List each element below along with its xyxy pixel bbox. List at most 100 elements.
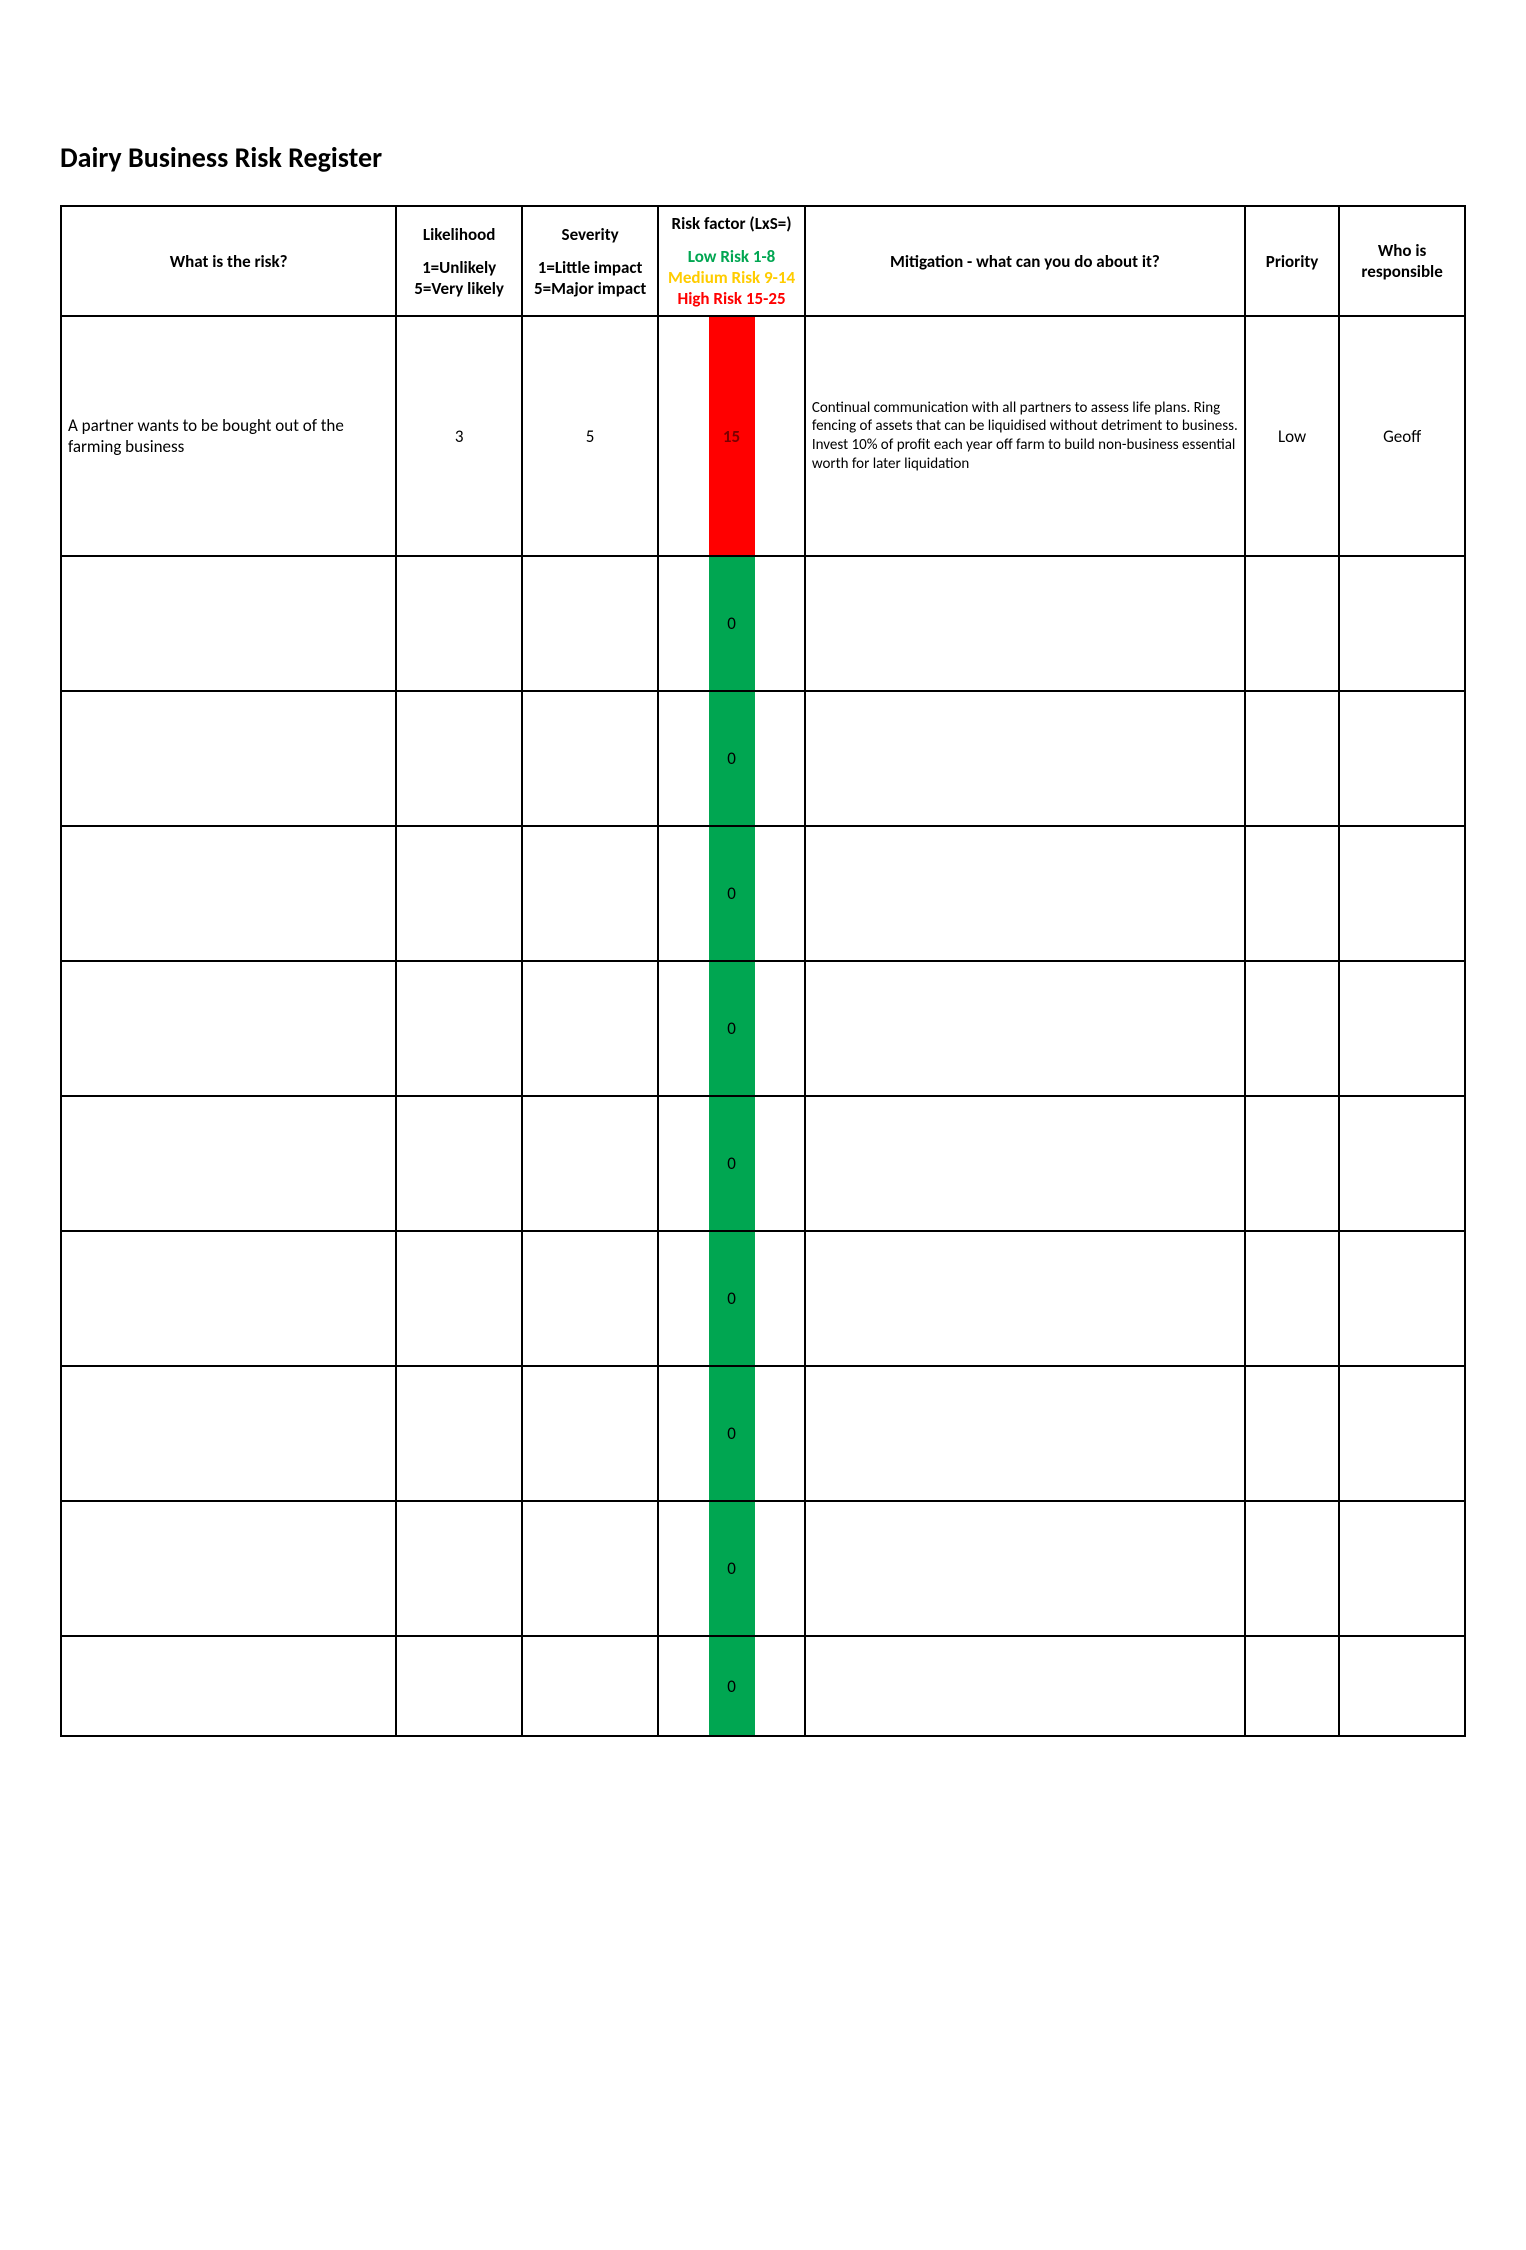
cell-risk: A partner wants to be bought out of the …	[61, 316, 396, 556]
table-row: 0	[61, 556, 1465, 691]
table-row: A partner wants to be bought out of the …	[61, 316, 1465, 556]
mitigation-text: Continual communication with all partner…	[812, 399, 1238, 474]
risk-factor-pill: 0	[709, 1502, 755, 1635]
risk-factor-pill: 0	[709, 1097, 755, 1230]
cell-mitigation	[805, 556, 1245, 691]
cell-who	[1339, 1231, 1465, 1366]
cell-likelihood	[396, 1366, 522, 1501]
table-row: 0	[61, 1231, 1465, 1366]
cell-factor: 0	[658, 1231, 805, 1366]
col-header-factor-high: High Risk 15-25	[665, 288, 798, 309]
table-row: 0	[61, 1501, 1465, 1636]
cell-mitigation	[805, 691, 1245, 826]
col-header-likelihood-sub2: 5=Very likely	[403, 278, 515, 299]
cell-risk	[61, 1366, 396, 1501]
cell-risk	[61, 1501, 396, 1636]
cell-priority	[1245, 691, 1339, 826]
col-header-severity: Severity 1=Little impact 5=Major impact	[522, 206, 658, 316]
risk-factor-pill: 0	[709, 1367, 755, 1500]
cell-factor: 0	[658, 961, 805, 1096]
cell-priority	[1245, 961, 1339, 1096]
risk-factor-pill: 0	[709, 962, 755, 1095]
cell-who: Geoff	[1339, 316, 1465, 556]
cell-who	[1339, 1501, 1465, 1636]
table-row: 0	[61, 826, 1465, 961]
cell-likelihood	[396, 691, 522, 826]
cell-risk	[61, 826, 396, 961]
table-row: 0	[61, 691, 1465, 826]
cell-risk	[61, 556, 396, 691]
cell-mitigation	[805, 826, 1245, 961]
cell-severity	[522, 1366, 658, 1501]
cell-factor: 0	[658, 826, 805, 961]
col-header-risk: What is the risk?	[61, 206, 396, 316]
cell-risk	[61, 691, 396, 826]
cell-likelihood	[396, 1501, 522, 1636]
cell-factor: 0	[658, 1096, 805, 1231]
cell-priority	[1245, 826, 1339, 961]
cell-mitigation	[805, 1096, 1245, 1231]
cell-likelihood: 3	[396, 316, 522, 556]
cell-severity	[522, 1231, 658, 1366]
cell-severity	[522, 691, 658, 826]
col-header-likelihood: Likelihood 1=Unlikely 5=Very likely	[396, 206, 522, 316]
cell-priority	[1245, 1096, 1339, 1231]
cell-who	[1339, 961, 1465, 1096]
risk-factor-pill: 0	[709, 557, 755, 690]
cell-severity	[522, 1096, 658, 1231]
cell-mitigation: Continual communication with all partner…	[805, 316, 1245, 556]
cell-mitigation	[805, 1231, 1245, 1366]
table-header-row: What is the risk? Likelihood 1=Unlikely …	[61, 206, 1465, 316]
table-row: 0	[61, 1636, 1465, 1736]
cell-likelihood	[396, 1636, 522, 1736]
risk-register-table: What is the risk? Likelihood 1=Unlikely …	[60, 205, 1466, 1737]
risk-factor-pill: 0	[709, 827, 755, 960]
cell-mitigation	[805, 1636, 1245, 1736]
cell-who	[1339, 1096, 1465, 1231]
cell-likelihood	[396, 1231, 522, 1366]
col-header-likelihood-label: Likelihood	[403, 224, 515, 245]
table-body: A partner wants to be bought out of the …	[61, 316, 1465, 1736]
col-header-factor-label: Risk factor (LxS=)	[665, 213, 798, 234]
table-row: 0	[61, 961, 1465, 1096]
cell-likelihood	[396, 556, 522, 691]
cell-factor: 0	[658, 556, 805, 691]
cell-likelihood	[396, 961, 522, 1096]
cell-who	[1339, 1636, 1465, 1736]
cell-severity	[522, 1501, 658, 1636]
col-header-factor-low: Low Risk 1-8	[665, 246, 798, 267]
cell-who	[1339, 691, 1465, 826]
col-header-factor: Risk factor (LxS=) Low Risk 1-8 Medium R…	[658, 206, 805, 316]
cell-risk	[61, 1096, 396, 1231]
cell-severity	[522, 1636, 658, 1736]
cell-priority	[1245, 1231, 1339, 1366]
cell-priority	[1245, 1366, 1339, 1501]
col-header-severity-sub2: 5=Major impact	[529, 278, 651, 299]
cell-factor: 0	[658, 1366, 805, 1501]
cell-priority	[1245, 1501, 1339, 1636]
cell-likelihood	[396, 1096, 522, 1231]
page-title: Dairy Business Risk Register	[60, 140, 1466, 175]
risk-factor-pill: 15	[709, 317, 755, 555]
cell-severity	[522, 961, 658, 1096]
cell-factor: 0	[658, 1636, 805, 1736]
cell-priority	[1245, 1636, 1339, 1736]
risk-factor-pill: 0	[709, 1232, 755, 1365]
col-header-mitigation: Mitigation - what can you do about it?	[805, 206, 1245, 316]
cell-likelihood	[396, 826, 522, 961]
cell-factor: 0	[658, 691, 805, 826]
cell-priority	[1245, 556, 1339, 691]
cell-who	[1339, 556, 1465, 691]
cell-risk	[61, 961, 396, 1096]
cell-mitigation	[805, 1501, 1245, 1636]
cell-who	[1339, 1366, 1465, 1501]
col-header-who: Who is responsible	[1339, 206, 1465, 316]
cell-factor: 15	[658, 316, 805, 556]
cell-severity: 5	[522, 316, 658, 556]
cell-mitigation	[805, 1366, 1245, 1501]
col-header-severity-label: Severity	[529, 224, 651, 245]
col-header-priority: Priority	[1245, 206, 1339, 316]
cell-risk	[61, 1636, 396, 1736]
table-row: 0	[61, 1096, 1465, 1231]
col-header-factor-med: Medium Risk 9-14	[665, 267, 798, 288]
